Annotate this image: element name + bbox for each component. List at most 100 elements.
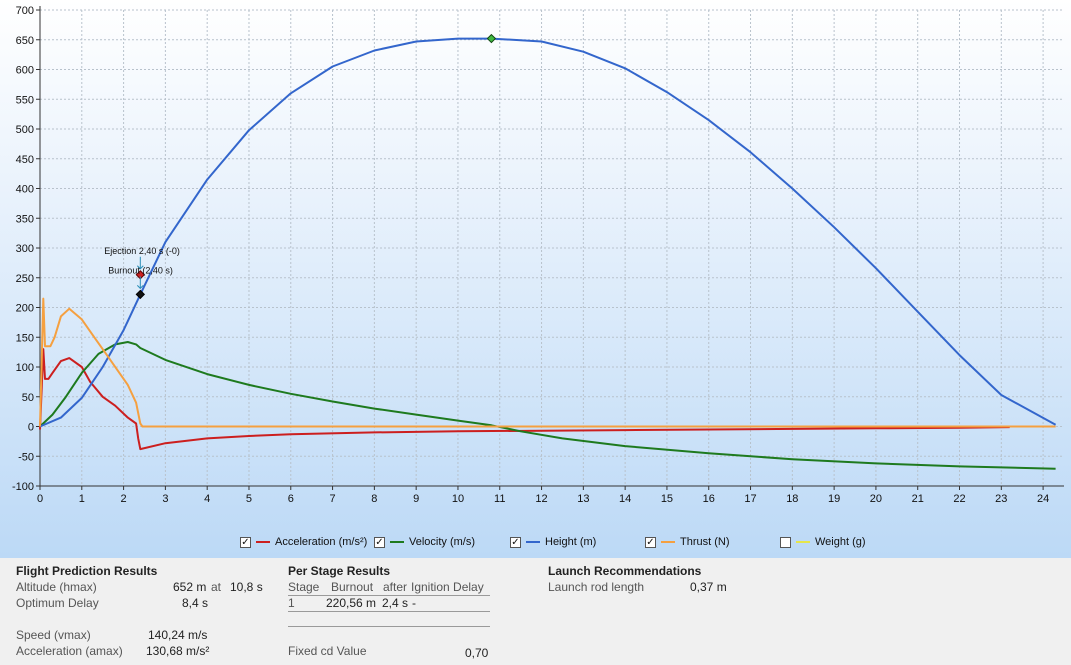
stage-footer-divider: [288, 626, 490, 627]
x-tick-label: 5: [246, 493, 252, 505]
x-tick-label: 4: [204, 493, 210, 505]
y-tick-label: 300: [16, 243, 34, 255]
y-tick-label: 600: [16, 65, 34, 77]
stage-header-divider: [288, 595, 490, 596]
x-tick-label: 11: [494, 493, 505, 505]
x-tick-label: 6: [288, 493, 294, 505]
stage-col-header: Stage: [288, 580, 320, 594]
launch-rec-title: Launch Recommendations: [548, 564, 702, 578]
x-tick-label: 14: [619, 493, 631, 505]
thrust-checkbox[interactable]: ✓: [645, 536, 656, 548]
rod-length-label: Launch rod length: [548, 580, 645, 594]
x-tick-label: 17: [744, 493, 756, 505]
height-swatch: [526, 541, 540, 543]
x-tick-label: 23: [995, 493, 1007, 505]
legend-item-acceleration: ✓ Acceleration (m/s²): [240, 533, 367, 551]
cd-value: 0,70: [465, 646, 489, 660]
delay-label: Optimum Delay: [16, 596, 99, 610]
y-tick-label: 0: [28, 422, 34, 434]
y-tick-label: 700: [16, 5, 34, 17]
y-tick-label: 150: [16, 332, 34, 344]
x-tick-label: 8: [371, 493, 377, 505]
x-tick-label: 9: [413, 493, 419, 505]
weight-label: Weight (g): [815, 536, 866, 548]
x-tick-label: 7: [330, 493, 336, 505]
ejection-arrowhead: [136, 265, 144, 270]
stage-results-title: Per Stage Results: [288, 564, 391, 578]
flight-results-title: Flight Prediction Results: [16, 564, 158, 578]
burnout-col-header: Burnout: [331, 580, 374, 594]
acceleration-checkbox[interactable]: ✓: [240, 536, 251, 548]
y-tick-label: 650: [16, 35, 34, 47]
burnout-label: Burnout (2,40 s): [108, 265, 173, 275]
x-tick-label: 12: [535, 493, 547, 505]
x-tick-label: 20: [870, 493, 882, 505]
flight-chart: 0 1 2 3 4 5 6 7 8 9 10 11 12 13 14 15 16 17 18 19 20 21 22 23 24…: [0, 0, 1071, 558]
x-tick-label: 3: [162, 493, 168, 505]
speed-value: 140,24 m/s: [148, 628, 208, 642]
accel-label: Acceleration (amax): [16, 644, 123, 658]
results-panel: Flight Prediction Results Altitude (hmax…: [0, 558, 1071, 665]
thrust-swatch: [661, 541, 675, 543]
weight-swatch: [796, 541, 810, 543]
velocity-swatch: [390, 541, 404, 543]
x-tick-label: 16: [703, 493, 715, 505]
x-tick-label: 18: [786, 493, 798, 505]
height-checkbox[interactable]: ✓: [510, 536, 521, 548]
x-tick-label: 0: [37, 493, 43, 505]
height-label: Height (m): [545, 536, 597, 548]
legend-item-velocity: ✓ Velocity (m/s): [374, 533, 475, 551]
x-tick-label: 2: [121, 493, 127, 505]
x-tick-label: 10: [452, 493, 464, 505]
y-tick-label: 450: [16, 154, 34, 166]
y-tick-label: 350: [16, 213, 34, 225]
after-col-header: after: [383, 580, 408, 594]
x-tick-label: 21: [912, 493, 924, 505]
velocity-series-line: [39, 341, 1056, 470]
y-tick-label: 400: [16, 184, 34, 196]
height-series-line: [39, 37, 1057, 428]
x-tick-label: 22: [953, 493, 965, 505]
chart-legend: ✓ Acceleration (m/s²) ✓ Velocity (m/s) ✓…: [0, 533, 1071, 553]
legend-item-weight: Weight (g): [780, 533, 866, 551]
acceleration-swatch: [256, 541, 270, 543]
y-tick-label: 100: [16, 362, 34, 374]
x-tick-label: 1: [79, 493, 85, 505]
y-tick-label: -100: [12, 481, 34, 493]
accel-value: 130,68 m/s²: [146, 644, 210, 658]
weight-checkbox[interactable]: [780, 536, 791, 548]
altitude-at-label: at: [211, 580, 222, 594]
ignition-delay-col-header: Ignition Delay: [411, 580, 484, 594]
y-tick-label: -50: [18, 451, 34, 463]
apogee-marker: [486, 33, 497, 44]
stage-row-divider: [288, 611, 490, 612]
velocity-checkbox[interactable]: ✓: [374, 536, 385, 548]
stage-cell: 1: [288, 596, 295, 610]
ejection-label: Ejection 2,40 s (-0): [104, 246, 180, 256]
y-tick-label: 250: [16, 273, 34, 285]
delay-value: 8,4 s: [182, 596, 209, 610]
x-tick-label: 15: [661, 493, 673, 505]
y-tick-label: 200: [16, 303, 34, 315]
legend-item-thrust: ✓ Thrust (N): [645, 533, 730, 551]
y-tick-label: 500: [16, 124, 34, 136]
altitude-label: Altitude (hmax): [16, 580, 97, 594]
acceleration-label: Acceleration (m/s²): [275, 536, 368, 548]
rod-length-value: 0,37 m: [690, 580, 727, 594]
acceleration-series-line: [39, 348, 1010, 451]
x-tick-label: 24: [1037, 493, 1049, 505]
after-cell: 2,4 s: [382, 596, 409, 610]
burnout-arrowhead: [136, 285, 144, 290]
altitude-value: 652 m: [173, 580, 207, 594]
speed-label: Speed (vmax): [16, 628, 91, 642]
thrust-series-line: [39, 297, 1056, 428]
chart-svg: 0 1 2 3 4 5 6 7 8 9 10 11 12 13 14 15 16 17 18 19 20 21 22 23 24…: [12, 5, 1064, 505]
burnout-cell: 220,56 m: [326, 596, 377, 610]
cd-label: Fixed cd Value: [288, 644, 367, 658]
ignition-delay-cell: -: [412, 596, 416, 610]
burnout-marker: [135, 289, 146, 300]
y-tick-label: 50: [22, 392, 34, 404]
legend-item-height: ✓ Height (m): [510, 533, 596, 551]
x-tick-label: 19: [828, 493, 840, 505]
thrust-label: Thrust (N): [680, 536, 730, 548]
